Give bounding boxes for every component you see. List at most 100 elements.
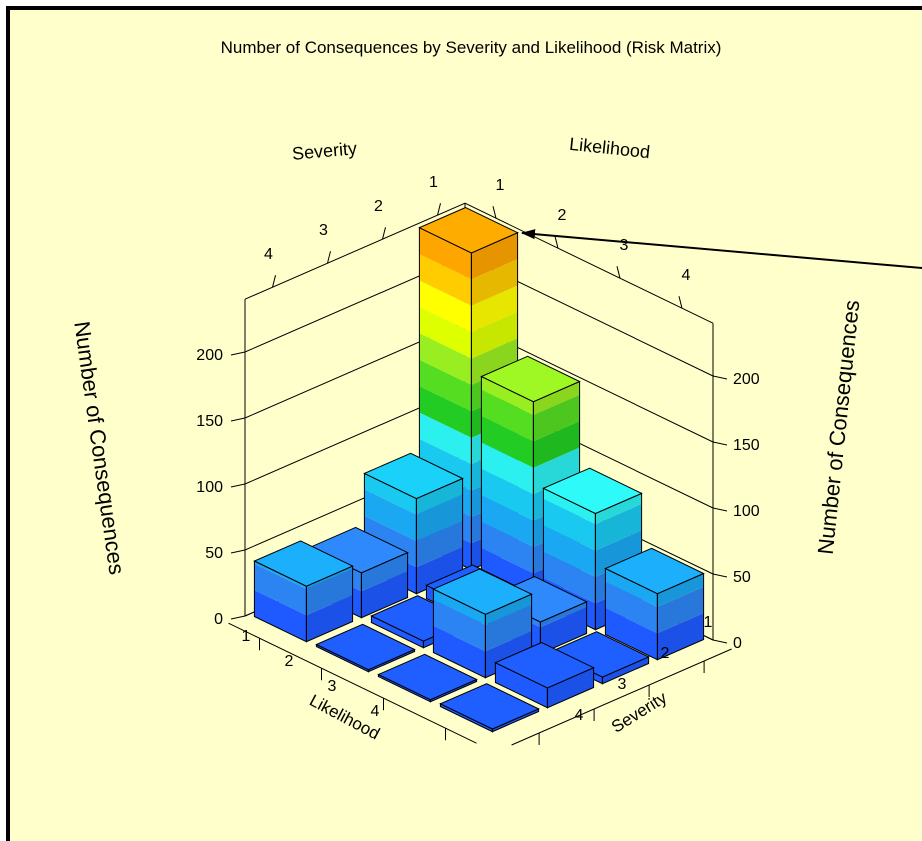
z-left-tick (230, 549, 246, 554)
bar-face-band (481, 389, 534, 442)
z-right-tick (712, 441, 728, 446)
likelihood-top-tick-label: 4 (682, 267, 691, 284)
severity-top-tick (272, 275, 276, 288)
z-left-tick (230, 615, 246, 620)
bar-face-band (540, 607, 587, 654)
bar-face-band (543, 551, 596, 604)
z-left-tick (230, 483, 246, 488)
bar-face-band (540, 601, 587, 628)
bar-face-band (533, 421, 580, 468)
bar-face-band (481, 416, 534, 468)
bar-face-band (433, 589, 486, 625)
bar-l3-s3 (432, 568, 533, 679)
z-right-tick (712, 639, 728, 644)
bar-face-band (364, 489, 417, 541)
bar-face-band (485, 604, 532, 652)
z-right-tick-label: 50 (733, 569, 751, 586)
bar-top (542, 467, 643, 515)
likelihood-bottom-tick-label: 1 (242, 628, 251, 645)
severity-bottom-tick-label: 4 (575, 707, 584, 724)
bar-face-band (433, 599, 486, 652)
bar-face-band (657, 613, 704, 660)
bar-face-band (416, 547, 463, 594)
bar-top (253, 540, 354, 587)
bar-face-band (254, 590, 307, 642)
bar-top (308, 526, 409, 574)
bar-face-band (595, 530, 642, 577)
likelihood-top-tick (678, 296, 683, 309)
bar-top (549, 631, 650, 678)
likelihood-top-tick-label: 3 (620, 237, 629, 254)
bar-face-band (533, 381, 580, 415)
bar-top (494, 641, 595, 689)
z-left-tick-label: 100 (196, 479, 223, 496)
bar-face-band (306, 568, 353, 616)
z-left-tick-label: 0 (214, 611, 223, 628)
likelihood-bottom-tick-label: 4 (371, 703, 380, 720)
bar-face-band (657, 573, 704, 607)
z-left-tick (230, 417, 246, 422)
bar-face-band (605, 581, 658, 634)
bar-face-band (543, 498, 596, 551)
bar-face-band (419, 412, 472, 465)
bar-face-band (481, 376, 534, 415)
z-right-tick-label: 0 (733, 635, 742, 652)
bar-face-band (605, 568, 658, 607)
likelihood-bottom-tick-label: 2 (285, 653, 294, 670)
bar-face-band (547, 667, 594, 708)
bar-face-band (419, 227, 472, 280)
bar-face-band (364, 473, 417, 515)
bar-face-band (595, 493, 642, 525)
bar-face-band (471, 285, 518, 333)
bar-top (363, 452, 464, 500)
bar-face-band (595, 503, 642, 551)
likelihood-bottom-tick-label: 3 (328, 678, 337, 695)
bar-top (480, 355, 581, 403)
bar-face-band (481, 495, 534, 547)
z-right-tick-label: 150 (733, 437, 760, 454)
bar-face-band (657, 586, 704, 634)
bar-l4-s2 (315, 623, 416, 673)
severity-top-tick-label: 4 (264, 246, 273, 263)
bar-face-band (602, 656, 649, 684)
bar-top (604, 547, 705, 595)
bar-top (439, 683, 540, 730)
bar-face-band (605, 608, 658, 660)
labels-layer: 1 2 3 4 1 2 3 4 0 50 100 150 200 0 50 100 150 200 1 2 3 4 1 2 3 4 (196, 174, 760, 745)
bar-face-band (306, 566, 353, 589)
z-right-tick (712, 573, 728, 578)
bar-face-band (543, 525, 596, 577)
bar-face-band (419, 306, 472, 359)
bar-l4-s4 (439, 683, 540, 733)
z-left-tick-label: 200 (196, 347, 223, 364)
severity-front-axis (511, 648, 732, 746)
severity-bottom-tick-label: 2 (661, 645, 670, 662)
bar-face-band (416, 520, 463, 568)
annotation-arrow (521, 229, 922, 269)
z-left-tick (230, 351, 246, 356)
chart-title: Number of Consequences by Severity and L… (221, 38, 722, 57)
bar-top (418, 206, 519, 254)
bar-face-band (533, 394, 580, 442)
bar-face-band (306, 595, 353, 642)
severity-top-tick (382, 227, 386, 240)
severity-bottom-tick-label: 1 (704, 614, 713, 631)
bar-face-band (485, 594, 532, 625)
severity-top-tick (437, 203, 441, 216)
bar-face-band (481, 521, 534, 574)
bar-face-band (254, 563, 307, 616)
bar-face-band (416, 494, 463, 541)
bar-face-band (361, 571, 408, 618)
likelihood-top-tick (492, 206, 497, 219)
bar-face-band (433, 626, 486, 678)
bar-face-band (416, 478, 463, 515)
severity-top-tick-label: 3 (319, 222, 328, 239)
bar-face-band (419, 254, 472, 306)
likelihood-top-tick (616, 266, 621, 279)
z-right-tick (712, 507, 728, 512)
likelihood-top-tick (554, 236, 559, 249)
bar-face-band (419, 386, 472, 438)
bar-top (315, 623, 416, 671)
likelihood-top-tick-label: 2 (558, 207, 567, 224)
